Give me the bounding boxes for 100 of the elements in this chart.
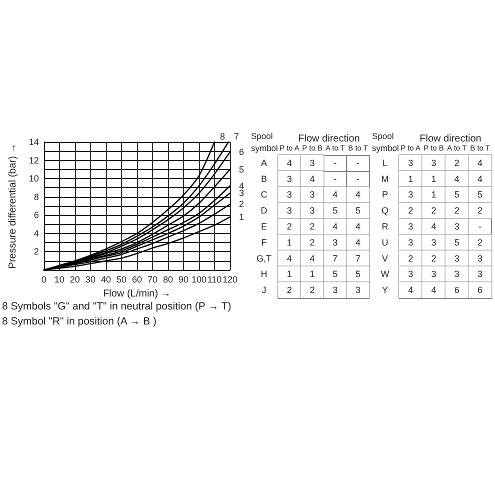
x-tick-label: 100 <box>191 274 206 284</box>
y-tick-label: 4 <box>34 228 39 238</box>
text: - <box>478 222 482 232</box>
text: - <box>356 158 360 168</box>
data-label: 2 <box>454 206 460 216</box>
series-label: 6 <box>239 147 244 158</box>
data-label: 3 <box>431 237 436 248</box>
y-tick-label: R <box>382 222 389 232</box>
data-label: 5 <box>454 237 460 248</box>
data-label: 2 <box>478 237 483 248</box>
x-tick-label: 80 <box>162 274 173 284</box>
data-label: 1 <box>286 237 292 248</box>
data-label: 5 <box>356 206 361 216</box>
data-label: 4 <box>454 174 460 184</box>
y-tick-label: V <box>382 253 388 264</box>
data-label: 4 <box>332 222 338 232</box>
data-label: 4 <box>356 222 361 232</box>
data-label: 7 <box>332 253 338 264</box>
x-axis-title: Flow (L/min) → <box>103 288 171 300</box>
y-tick-label: U <box>382 237 388 248</box>
data-label: 1 <box>408 174 414 184</box>
data-label: 5 <box>454 190 460 200</box>
data-label: 1 <box>431 174 436 184</box>
data-label: 3 <box>408 269 414 280</box>
y-tick-label: J <box>262 285 266 296</box>
data-label: 3 <box>332 237 338 248</box>
series-label: 8 <box>220 132 225 142</box>
y-tick-label: F <box>261 237 268 248</box>
data-label: 7 <box>356 253 361 264</box>
data-label: 3 <box>408 158 414 168</box>
y-axis-title: Pressure differential (bar) → <box>8 143 18 269</box>
series-label: 4 <box>239 180 244 191</box>
x-tick-label: 40 <box>100 274 111 284</box>
data-label: 3 <box>286 174 292 184</box>
y-tick-label: 10 <box>28 174 39 184</box>
data-label: 3 <box>310 158 315 168</box>
data-label: 3 <box>408 222 414 232</box>
data-label: 4 <box>408 285 414 296</box>
data-label: 4 <box>356 237 361 248</box>
data-label: 3 <box>478 269 483 280</box>
y-tick-label: G,T <box>256 253 272 264</box>
x-tick-label: 20 <box>70 274 80 284</box>
x-tick-label: 90 <box>178 274 188 284</box>
x-tick-label: 30 <box>85 274 96 284</box>
data-label: 4 <box>356 190 361 200</box>
data-label: 4 <box>310 174 315 184</box>
y-tick-label: 8 <box>34 192 39 202</box>
data-label: 4 <box>431 285 436 296</box>
y-tick-label: E <box>260 222 268 232</box>
data-label: 3 <box>454 269 460 280</box>
data-label: 5 <box>332 269 338 280</box>
data-label: 1 <box>431 190 436 200</box>
data-label: 2 <box>310 285 315 296</box>
y-tick-label: 12 <box>28 155 39 166</box>
data-label: 3 <box>286 190 292 200</box>
data-label: 3 <box>310 190 315 200</box>
data-label: 3 <box>408 237 414 248</box>
y-tick-label: 6 <box>34 210 39 220</box>
data-label: 3 <box>286 206 292 216</box>
text: 8 Symbols "G" and "T" in neutral position (P → T) <box>2 300 232 312</box>
data-label: 2 <box>431 206 436 216</box>
data-label: 2 <box>408 253 414 264</box>
data-label: 4 <box>310 253 315 264</box>
text: 8 Symbol "R" in position (A → B ) <box>2 316 157 328</box>
y-tick-label: A <box>260 158 268 168</box>
y-tick-label: Y <box>382 285 388 296</box>
x-tick-label: 0 <box>41 274 46 284</box>
y-tick-label: P <box>382 190 388 200</box>
y-tick-label: Q <box>381 206 389 216</box>
data-label: 1 <box>310 269 315 280</box>
data-label: 5 <box>478 190 483 200</box>
data-label: 1 <box>286 269 292 280</box>
text: - <box>356 174 360 184</box>
data-label: 3 <box>478 253 483 264</box>
data-label: 2 <box>310 222 315 232</box>
x-tick-label: 50 <box>116 274 126 284</box>
data-label: 2 <box>454 158 460 168</box>
data-label: 2 <box>431 253 436 264</box>
y-axis-title: Spool symbol <box>251 131 278 153</box>
data-label: 3 <box>310 206 315 216</box>
data-label: 5 <box>356 269 361 280</box>
series-label: 1 <box>239 212 244 222</box>
y-tick-label: L <box>382 158 388 168</box>
x-tick-label: 110 <box>207 274 222 284</box>
data-label: 2 <box>478 206 483 216</box>
data-label: 3 <box>408 190 414 200</box>
y-axis-title: Spool symbol <box>372 131 400 153</box>
data-label: 2 <box>408 206 414 216</box>
data-label: 3 <box>332 285 338 296</box>
data-label: 4 <box>478 158 483 168</box>
x-tick-label: 70 <box>147 274 158 284</box>
data-label: 6 <box>454 285 460 296</box>
text: - <box>334 158 337 168</box>
series-label: 3 <box>239 188 244 198</box>
series-label: 2 <box>239 199 244 210</box>
data-label: 2 <box>286 222 292 232</box>
data-label: 3 <box>454 253 460 264</box>
data-label: 4 <box>286 253 292 264</box>
y-tick-label: C <box>260 190 268 200</box>
data-label: 4 <box>332 190 338 200</box>
